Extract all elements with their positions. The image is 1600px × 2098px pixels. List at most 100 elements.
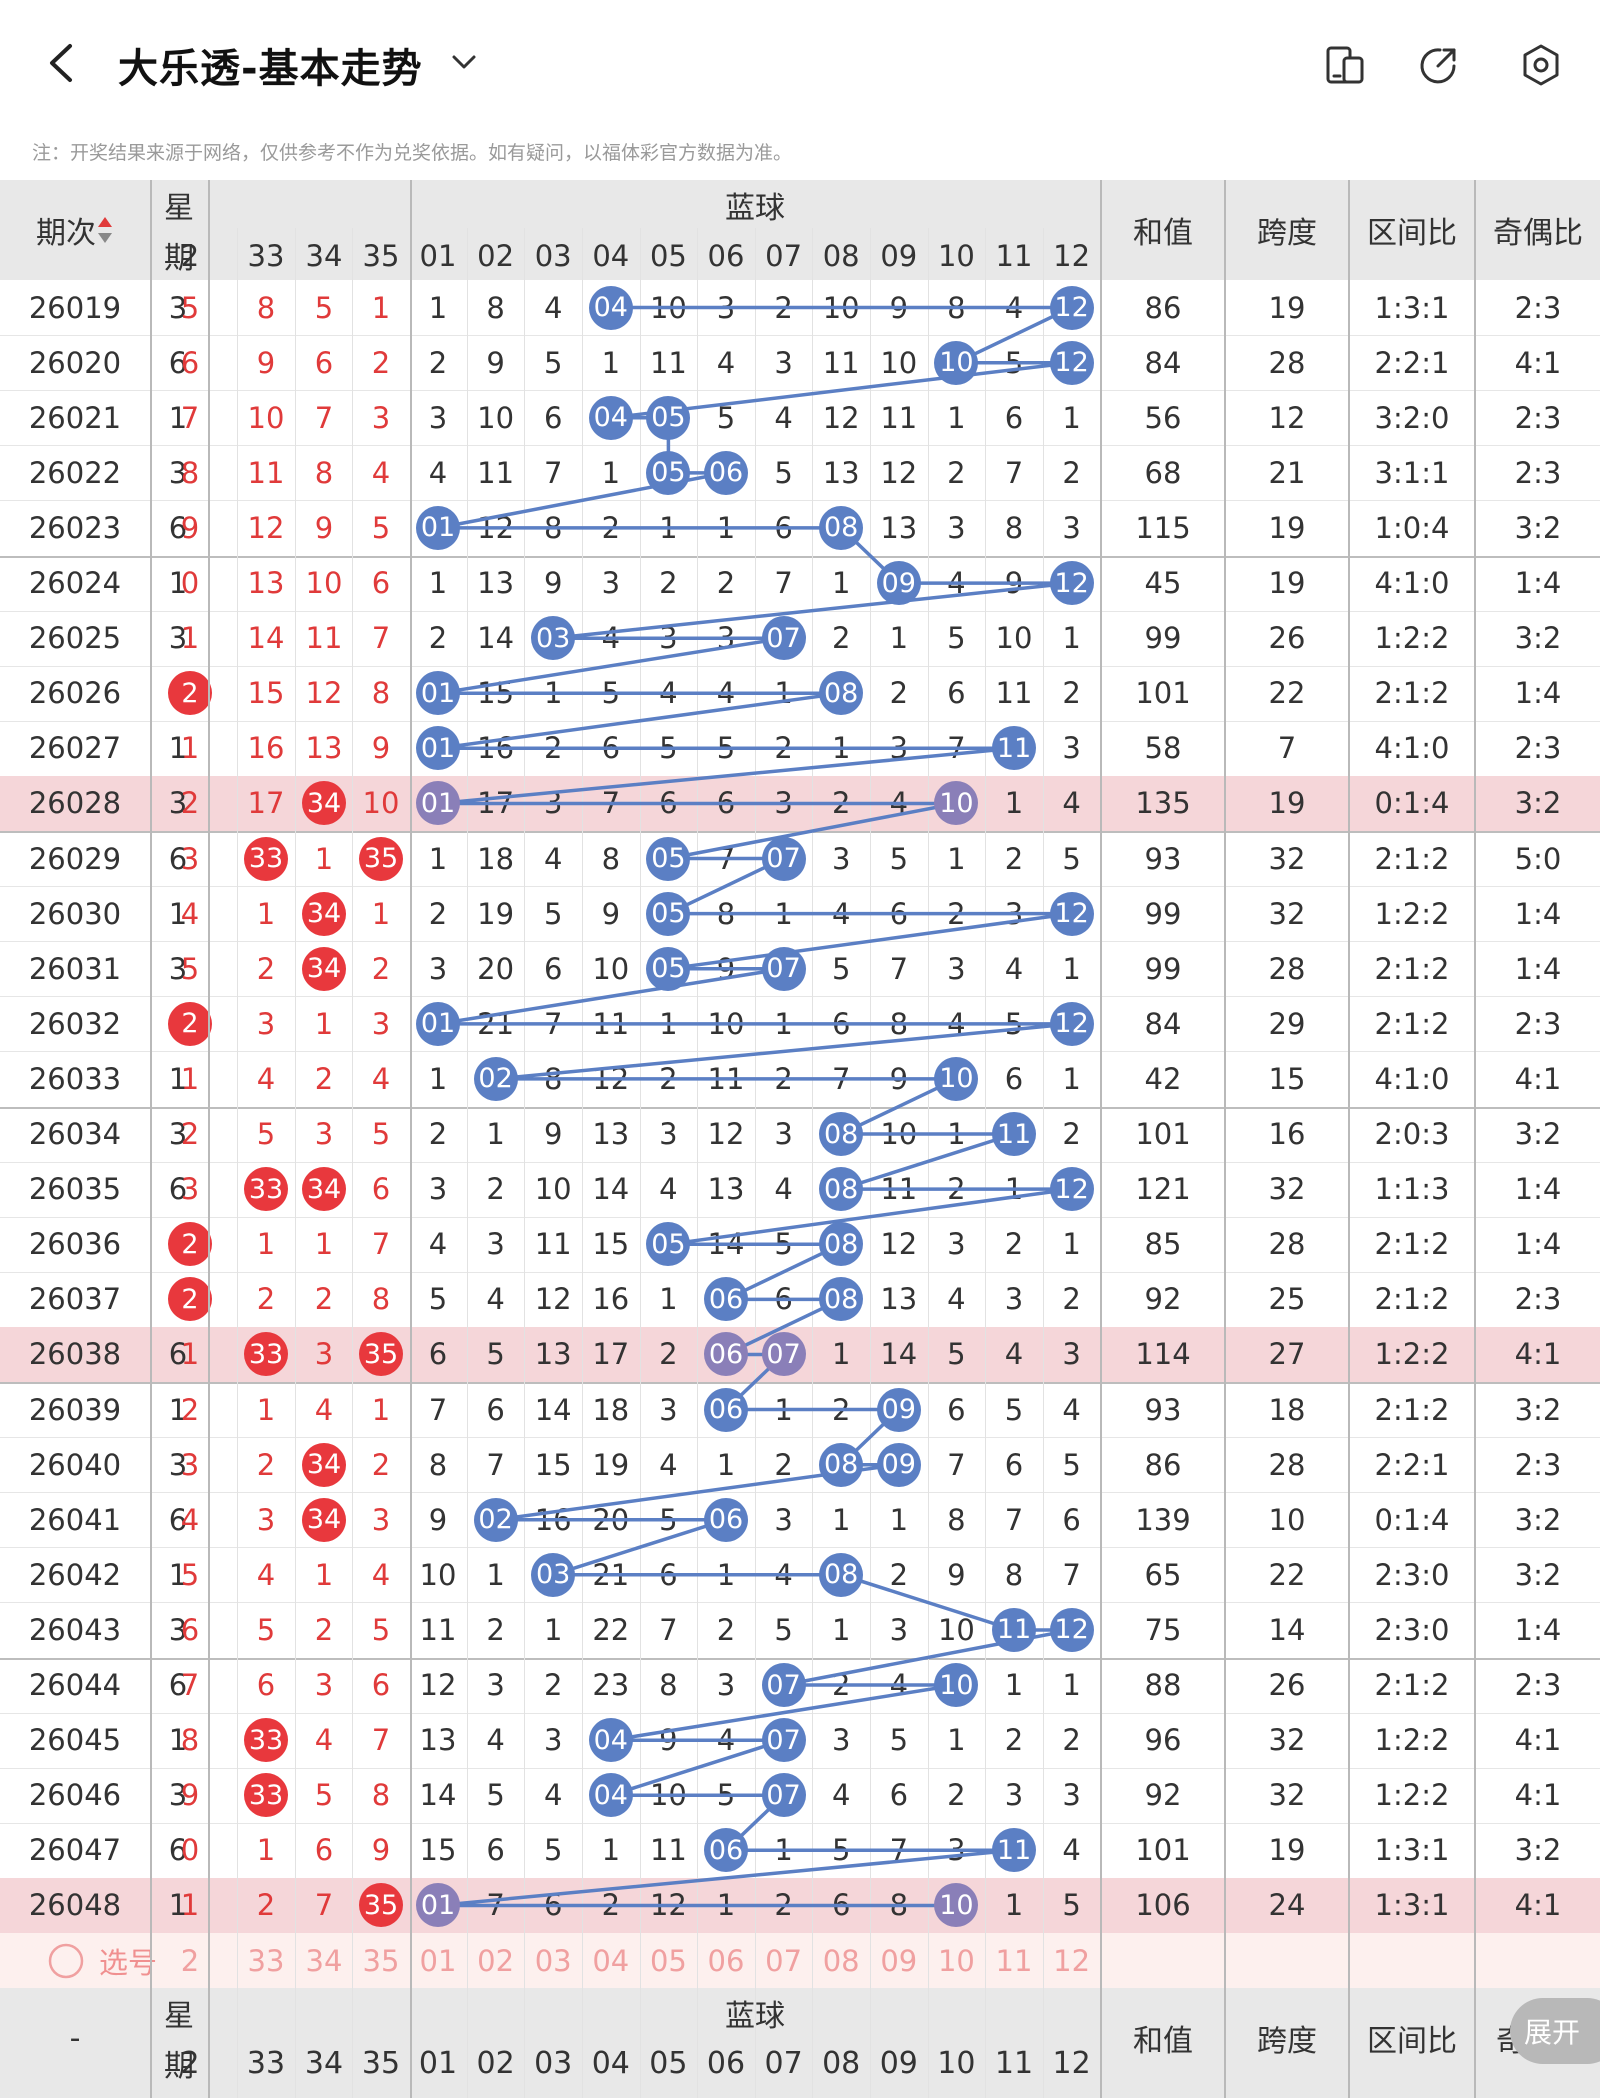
table-row[interactable]: 26031 3 5 2 34 2 3 20 6 10 05 9 07 5 7 3 4 1 99 28 2:1:2 1:4 [0, 941, 1600, 996]
zone-ratio-cell: 0:1:4 [1374, 786, 1450, 821]
table-row[interactable]: 26046 3 9 33 5 8 14 5 4 04 10 5 07 4 6 2 3 3 92 32 1:2:2 4:1 [0, 1768, 1600, 1823]
zone-ratio-cell: 1:2:2 [1374, 1337, 1450, 1372]
table-row[interactable]: 26029 6 3 33 1 35 1 18 4 8 05 7 07 3 5 1 2 5 93 32 2:1:2 5:0 [0, 831, 1600, 886]
page-title[interactable]: 大乐透-基本走势 [118, 46, 423, 92]
blue-ball-cell: 15 [534, 1447, 572, 1482]
blue-ball-cell: 8 [947, 290, 966, 325]
blue-ball-cell: 08 [813, 1547, 869, 1602]
blue-ball-cell: 04 [583, 1768, 639, 1823]
blue-ball-cell: 11 [880, 1172, 918, 1207]
weekday-cell: 1 [168, 1061, 188, 1096]
blue-ball-cell: 1 [889, 1502, 909, 1537]
table-row[interactable]: 26041 6 4 3 34 3 9 02 16 20 5 06 3 1 1 8 7 6 139 10 0:1:4 3:2 [0, 1492, 1600, 1547]
table-row[interactable]: 26038 6 1 33 3 35 6 5 13 17 2 06 07 1 14 5 4 3 114 27 1:2:2 4… [0, 1326, 1600, 1382]
front-ball-cell: 2 [162, 996, 218, 1051]
table-row[interactable]: 26047 6 0 1 6 9 15 6 5 1 11 06 1 5 7 3 11 4 101 19 1:3:1 3:2 [0, 1823, 1600, 1878]
blue-ball-cell: 09 [871, 556, 927, 611]
footer-blue-number: 06 [706, 2045, 746, 2081]
blue-ball-cell: 2 [659, 1337, 678, 1372]
blue-ball-cell: 9 [947, 1557, 966, 1592]
zone-ratio-cell: 2:1:2 [1374, 676, 1450, 711]
front-ball-cell: 3 [371, 1502, 391, 1537]
zone-ratio-cell: 2:3:0 [1374, 1612, 1450, 1647]
pick-row[interactable]: 选号 2 33 34 35 01 02 03 04 05 06 07 08 09 10 11 12 [0, 1933, 1600, 1988]
blue-ball-cell: 2 [889, 1557, 909, 1592]
front-ball-cell: 3 [180, 841, 200, 876]
table-row[interactable]: 26019 3 5 8 5 1 1 8 4 04 10 3 2 10 9 8 4 12 86 19 1:3:1 2:3 [0, 280, 1600, 335]
expand-button[interactable]: 展开 [1510, 1998, 1600, 2064]
blue-ball-cell: 1 [831, 1612, 851, 1647]
blue-number-header: 08 [822, 238, 860, 273]
table-row[interactable]: 26021 1 7 10 7 3 3 10 6 04 05 5 4 12 11 1 6 1 56 12 3:2:0 2:3 [0, 390, 1600, 445]
span-cell: 18 [1268, 1392, 1306, 1427]
table-row[interactable]: 26040 3 3 2 34 2 8 7 15 19 4 1 2 08 09 7 6 5 86 28 2:2:1 2:3 [0, 1437, 1600, 1492]
table-row[interactable]: 26030 1 4 1 34 1 2 19 5 9 05 8 1 4 6 2 3 12 99 32 1:2:2 1:4 [0, 886, 1600, 941]
share-icon[interactable] [1416, 42, 1462, 88]
chevron-down-icon[interactable] [448, 46, 480, 78]
table-row[interactable]: 26034 3 2 5 3 5 2 1 9 13 3 12 3 08 10 1 11 2 101 16 2:0:3 3:2 [0, 1107, 1600, 1162]
table-row[interactable]: 26033 1 1 4 2 4 1 02 8 12 2 11 2 7 9 10 6 1 42 15 4:1:0 4:1 [0, 1051, 1600, 1106]
front-ball-cell: 7 [180, 400, 200, 435]
front-ball-cell: 33 [238, 831, 294, 886]
table-row[interactable]: 26025 3 1 14 11 7 2 14 03 4 3 3 07 2 1 5 10 1 99 26 1:2:2 3:2 [0, 611, 1600, 666]
period-cell: 26023 [28, 510, 122, 545]
table-row[interactable]: 26045 1 8 33 4 7 13 4 3 04 9 4 07 3 5 1 2 2 96 32 1:2:2 4:1 [0, 1713, 1600, 1768]
table-row[interactable]: 26027 1 1 16 13 9 01 16 2 6 5 5 2 1 3 7 11 3 58 7 4:1:0 2:3 [0, 721, 1600, 776]
settings-gear-icon[interactable] [1518, 42, 1564, 88]
blue-ball-cell: 01 [410, 1878, 466, 1933]
zone-ratio-cell: 1:3:1 [1374, 1833, 1450, 1868]
front-ball-cell: 10 [305, 566, 343, 600]
table-row[interactable]: 26044 6 7 6 3 6 12 3 2 23 8 3 07 2 4 10 1 1 88 26 2:1:2 2:3 [0, 1658, 1600, 1713]
table-row[interactable]: 26037322285412161066081343292252:1:22:3 [0, 1272, 1600, 1327]
front-ball-cell: 3 [180, 1172, 200, 1207]
sum-cell: 99 [1144, 621, 1182, 656]
table-row[interactable]: 26048 1 1 2 7 35 01 7 6 2 12 1 2 6 8 10 1 5 106 24 1:3:1 4:1 [0, 1877, 1600, 1933]
blue-ball-cell: 11 [649, 1833, 687, 1868]
pick-label: 选号 [98, 1945, 157, 1980]
table-row[interactable]: 26023 6 9 12 9 5 01 12 8 2 1 1 6 08 13 3 8 3 115 19 1:0:4 3:2 [0, 500, 1600, 555]
blue-number-header: 02 [477, 238, 515, 273]
sum-cell: 45 [1144, 566, 1182, 600]
blue-ball: 07 [761, 1663, 806, 1707]
table-row[interactable]: 26039 1 2 1 4 1 7 6 14 18 3 06 1 2 09 6 5 4 93 18 2:1:2 3:2 [0, 1382, 1600, 1437]
front-ball-cell: 34 [296, 1492, 352, 1547]
column-divider [1100, 180, 1102, 2098]
front-ball-cell: 1 [180, 1888, 200, 1923]
table-row[interactable]: 26020 6 6 9 6 2 2 9 5 1 11 4 3 11 10 10 5 12 84 28 2:2:1 4:1 [0, 335, 1600, 390]
table-row[interactable]: 26028 3 2 17 34 10 01 17 3 7 6 6 3 2 4 10 1 4 135 19 0:1:4 3:… [0, 775, 1600, 831]
period-header[interactable]: 期次 [0, 180, 150, 280]
table-row[interactable]: 26032623130121711110168451284292:1:22:3 [0, 996, 1600, 1051]
pick-radio-icon[interactable] [46, 1933, 86, 1988]
table-row[interactable]: 26035 6 3 33 34 6 3 2 10 14 4 13 4 08 11 2 1 12 121 32 1:1:3… [0, 1162, 1600, 1217]
blue-ball-cell: 20 [592, 1502, 630, 1537]
blue-ball-cell: 1 [428, 1061, 448, 1096]
blue-ball-cell: 11 [822, 345, 860, 380]
phone-layout-icon[interactable] [1322, 42, 1368, 88]
blue-ball-cell: 1 [831, 566, 851, 600]
table-row[interactable]: 26022 3 8 11 8 4 4 11 7 1 05 06 5 13 12 2 7 2 68 21 3:1:1 2:3 [0, 445, 1600, 500]
table-row[interactable]: 26024 1 0 13 10 6 1 13 9 3 2 2 7 1 09 4 9 12 45 19 4:1:0 1:4 [0, 556, 1600, 611]
blue-ball-cell: 8 [543, 1061, 563, 1096]
table-row[interactable]: 2602662151280115154410826112101222:1:21:… [0, 666, 1600, 721]
weekday-cell: 6 [168, 1833, 188, 1868]
table-row[interactable]: 26042 1 5 4 1 4 10 1 03 21 6 1 4 08 2 9 8 7 65 22 2:3:0 3:2 [0, 1547, 1600, 1602]
footer-period: - [69, 2020, 81, 2056]
blue-ball-cell: 5 [486, 1337, 505, 1372]
table-row[interactable]: 26043 3 6 5 2 5 11 2 1 22 7 2 5 1 3 10 11 12 75 14 2:3:0 1:4 [0, 1602, 1600, 1657]
period-cell: 26047 [28, 1833, 122, 1868]
blue-ball-cell: 2 [428, 1117, 448, 1151]
blue-number-header: 10 [937, 238, 975, 273]
sum-cell: 115 [1135, 510, 1191, 545]
front-ball-cell: 34 [296, 1162, 352, 1217]
blue-ball: 07 [761, 1718, 806, 1763]
blue-ball-cell: 1 [428, 290, 448, 325]
zone-ratio-cell: 2:1:2 [1374, 1282, 1450, 1317]
blue-ball-cell: 4 [831, 1778, 851, 1813]
blue-ball-cell: 5 [1004, 1392, 1024, 1427]
table-row[interactable]: 260361211743111505145081232185282:1:21:4 [0, 1217, 1600, 1272]
sum-cell: 93 [1144, 1392, 1182, 1427]
blue-ball-cell: 6 [889, 896, 909, 931]
back-arrow-icon[interactable] [40, 40, 86, 86]
front-ball-cell: 1 [180, 621, 200, 656]
sort-arrows-icon[interactable] [96, 215, 114, 245]
